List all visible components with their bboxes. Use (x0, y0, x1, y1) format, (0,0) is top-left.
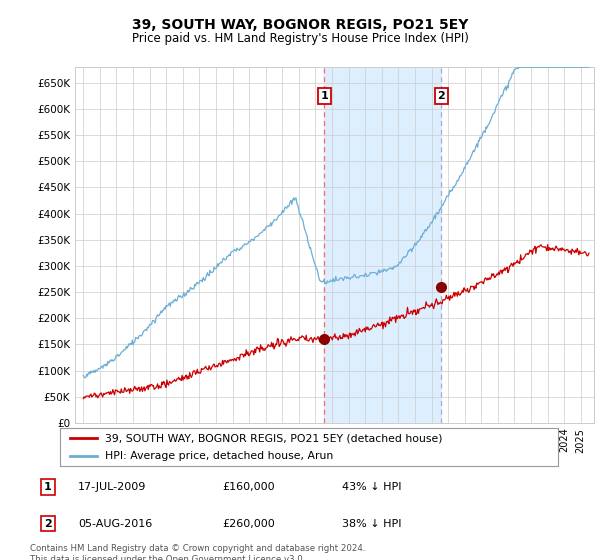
Text: 1: 1 (44, 482, 52, 492)
Text: Price paid vs. HM Land Registry's House Price Index (HPI): Price paid vs. HM Land Registry's House … (131, 32, 469, 45)
Text: HPI: Average price, detached house, Arun: HPI: Average price, detached house, Arun (105, 451, 333, 461)
Bar (325, 67, 441, 423)
Text: £260,000: £260,000 (222, 519, 275, 529)
Text: 38% ↓ HPI: 38% ↓ HPI (342, 519, 401, 529)
Text: £160,000: £160,000 (222, 482, 275, 492)
Text: 17-JUL-2009: 17-JUL-2009 (78, 482, 146, 492)
Text: 39, SOUTH WAY, BOGNOR REGIS, PO21 5EY: 39, SOUTH WAY, BOGNOR REGIS, PO21 5EY (132, 18, 468, 32)
Text: 2: 2 (437, 91, 445, 101)
Text: 2: 2 (44, 519, 52, 529)
Text: Contains HM Land Registry data © Crown copyright and database right 2024.
This d: Contains HM Land Registry data © Crown c… (30, 544, 365, 560)
Text: 05-AUG-2016: 05-AUG-2016 (78, 519, 152, 529)
Text: 1: 1 (320, 91, 328, 101)
Text: 43% ↓ HPI: 43% ↓ HPI (342, 482, 401, 492)
Text: 39, SOUTH WAY, BOGNOR REGIS, PO21 5EY (detached house): 39, SOUTH WAY, BOGNOR REGIS, PO21 5EY (d… (105, 433, 442, 443)
